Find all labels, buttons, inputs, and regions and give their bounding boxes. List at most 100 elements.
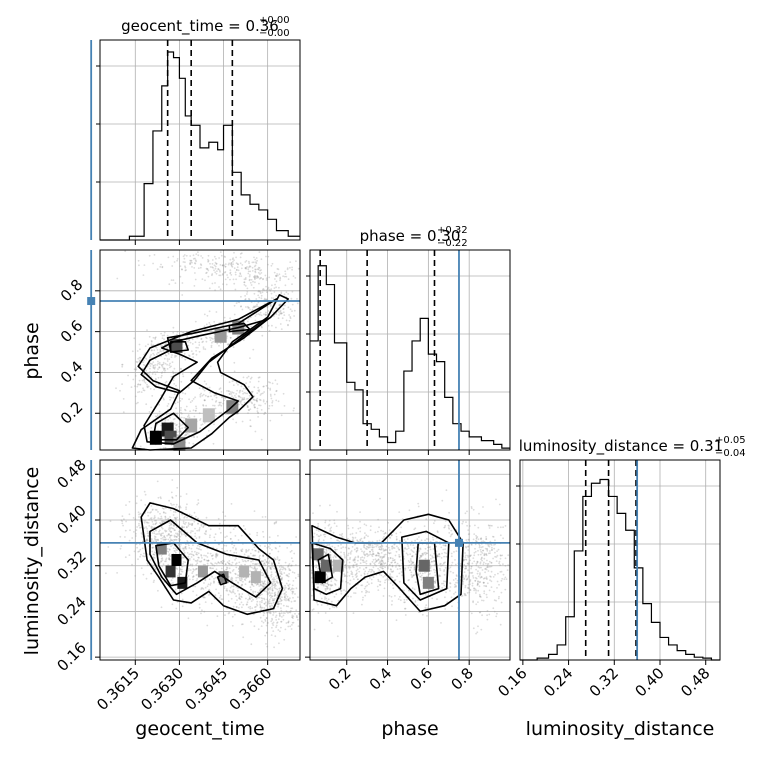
scatter-point [391, 557, 394, 560]
scatter-point [245, 382, 248, 385]
scatter-point [150, 511, 153, 513]
scatter-point [371, 561, 374, 563]
scatter-point [251, 390, 254, 393]
scatter-point [190, 530, 193, 532]
truth-marker [87, 297, 96, 306]
scatter-point [502, 537, 504, 540]
scatter-point [336, 635, 339, 638]
scatter-point [283, 275, 286, 278]
scatter-point [209, 584, 212, 586]
scatter-point [498, 595, 500, 598]
scatter-point [335, 556, 337, 559]
scatter-point [408, 509, 411, 512]
scatter-point [497, 572, 499, 575]
scatter-point [257, 551, 260, 554]
scatter-point [221, 396, 223, 398]
scatter-point [232, 260, 234, 263]
scatter-point [364, 532, 366, 534]
scatter-point [256, 410, 259, 412]
scatter-point [223, 560, 225, 563]
scatter-point [162, 363, 165, 366]
scatter-point [337, 545, 340, 547]
scatter-point [371, 569, 374, 572]
scatter-point [214, 562, 217, 564]
scatter-point [407, 520, 409, 523]
scatter-point [281, 616, 283, 618]
scatter-point [160, 515, 163, 518]
histogram-step [100, 51, 300, 241]
scatter-point [247, 559, 250, 562]
scatter-point [147, 522, 150, 524]
scatter-point [192, 570, 195, 573]
scatter-point [265, 311, 267, 314]
scatter-point [214, 407, 217, 410]
scatter-point [363, 573, 366, 576]
scatter-point [253, 275, 255, 278]
scatter-point [273, 271, 276, 274]
scatter-point [254, 568, 257, 571]
scatter-point [363, 557, 366, 559]
scatter-point [280, 291, 283, 294]
x-tick-label: 0.48 [677, 664, 713, 700]
scatter-point [288, 569, 291, 571]
scatter-point [160, 374, 163, 377]
scatter-point [269, 587, 271, 590]
scatter-point [196, 578, 199, 580]
scatter-point [275, 624, 278, 627]
scatter-point [256, 275, 258, 277]
scatter-point [500, 579, 503, 582]
scatter-point [116, 277, 119, 280]
scatter-point [239, 272, 242, 275]
x-tick-label: 0.3660 [226, 664, 276, 714]
scatter-point [279, 598, 282, 601]
scatter-point [256, 400, 258, 403]
scatter-point [239, 400, 242, 403]
scatter-point [297, 596, 299, 599]
scatter-point [174, 372, 177, 374]
scatter-point [418, 550, 421, 552]
scatter-point [285, 291, 288, 294]
scatter-point [252, 567, 255, 570]
scatter-point [177, 534, 180, 537]
scatter-point [481, 556, 483, 559]
scatter-point [142, 373, 145, 375]
scatter-point [292, 617, 294, 619]
scatter-point [211, 575, 214, 578]
scatter-point [235, 278, 238, 281]
scatter-point [219, 387, 222, 390]
scatter-point [230, 578, 233, 581]
scatter-point [409, 544, 412, 546]
scatter-point [269, 594, 272, 597]
scatter-point [261, 516, 264, 518]
scatter-point [346, 517, 348, 520]
scatter-point [172, 370, 174, 373]
scatter-point [363, 587, 366, 590]
scatter-point [250, 376, 253, 379]
scatter-point [229, 278, 231, 281]
scatter-point [291, 266, 293, 269]
scatter-point [399, 567, 401, 570]
scatter-point [270, 288, 273, 291]
scatter-point [253, 395, 256, 398]
scatter-point [482, 549, 484, 552]
scatter-point [269, 610, 272, 612]
scatter-point [218, 286, 220, 288]
histogram-step [310, 265, 510, 449]
scatter-point [351, 575, 354, 578]
scatter-point [469, 572, 471, 574]
scatter-point [374, 531, 377, 534]
scatter-point [282, 308, 285, 310]
scatter-point [152, 553, 155, 556]
scatter-point [324, 527, 326, 529]
scatter-point [442, 548, 445, 551]
scatter-point [468, 575, 470, 577]
scatter-point [169, 509, 172, 512]
scatter-point [343, 575, 346, 578]
scatter-point [172, 524, 175, 526]
scatter-point [235, 262, 238, 265]
scatter-point [221, 273, 224, 276]
scatter-point [128, 500, 131, 503]
scatter-point [466, 562, 469, 565]
scatter-point [252, 286, 255, 289]
scatter-point [240, 596, 243, 598]
